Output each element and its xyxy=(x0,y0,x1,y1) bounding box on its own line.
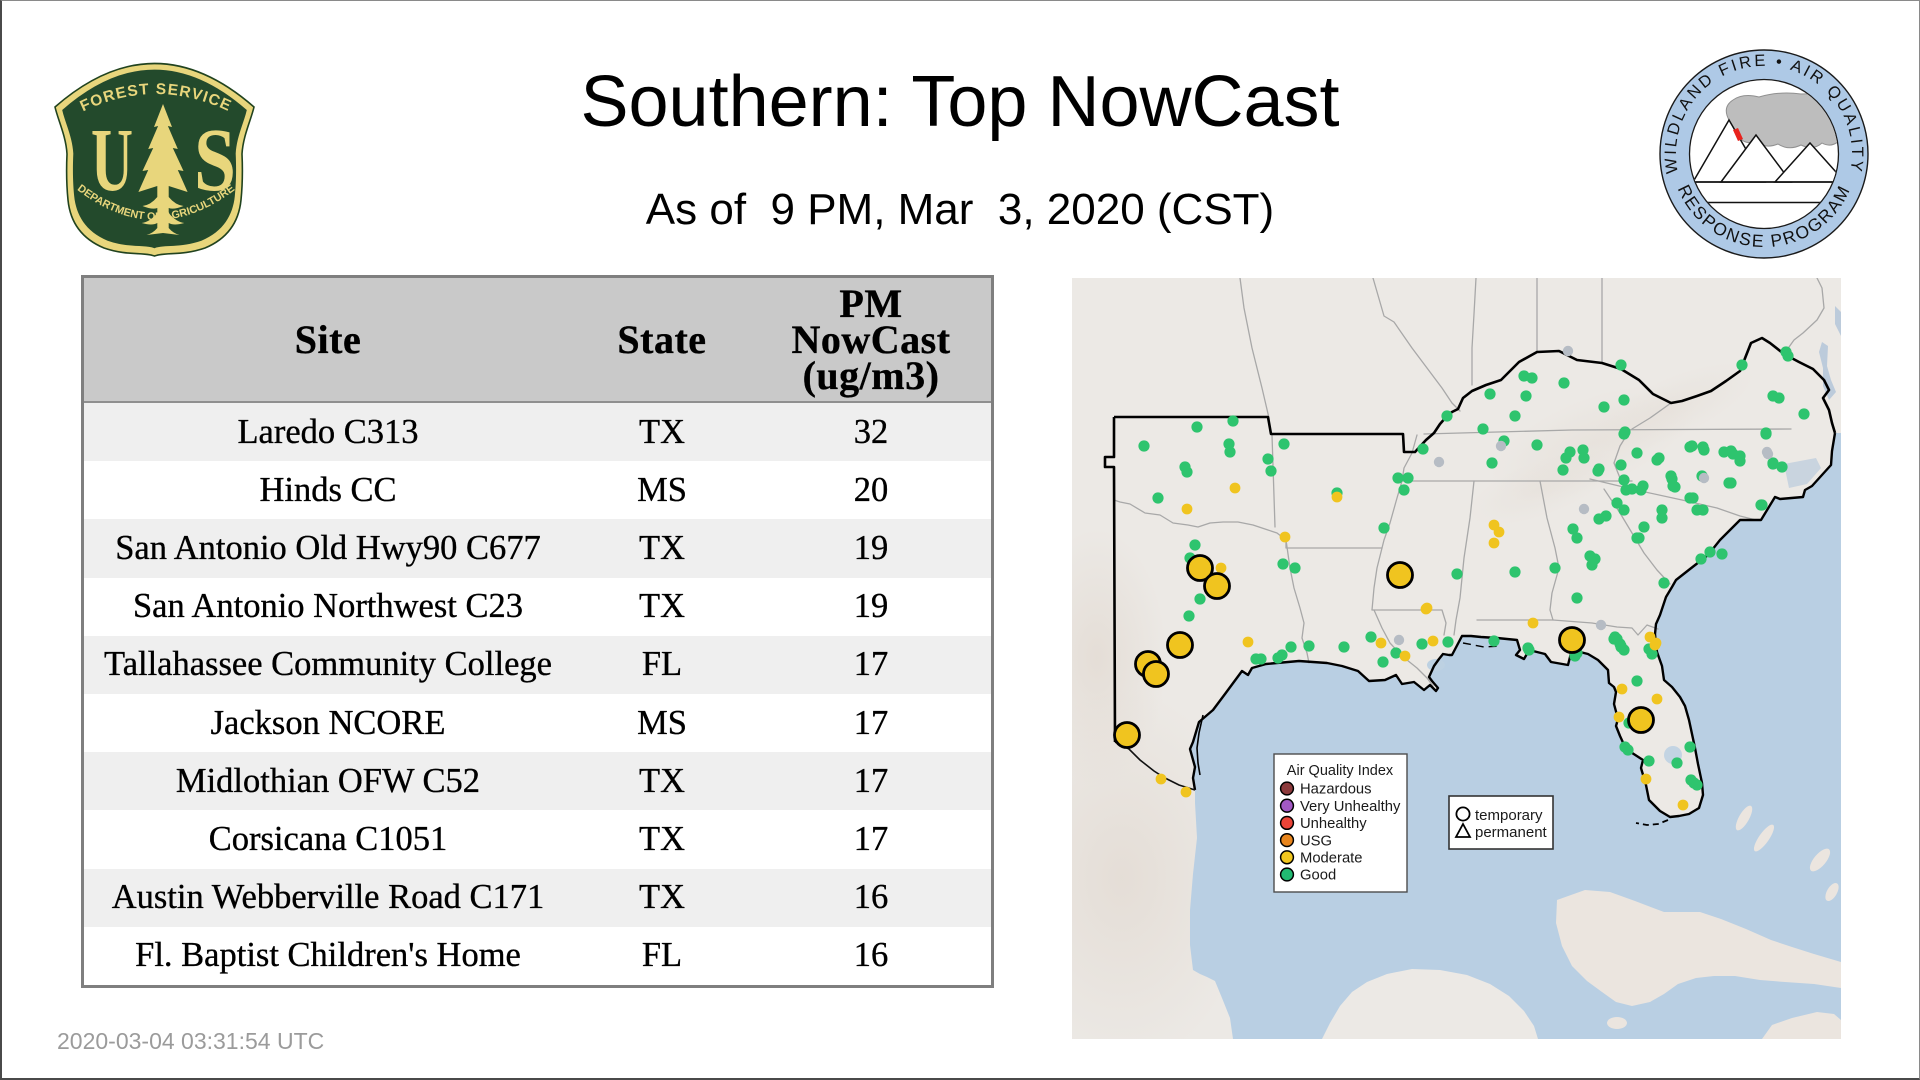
svg-text:Very Unhealthy: Very Unhealthy xyxy=(1300,799,1401,815)
svg-text:Moderate: Moderate xyxy=(1300,851,1363,867)
svg-text:temporary: temporary xyxy=(1475,807,1543,824)
svg-text:Unhealthy: Unhealthy xyxy=(1300,816,1367,832)
svg-text:U: U xyxy=(91,111,133,210)
svg-text:Good: Good xyxy=(1300,868,1336,884)
svg-text:USG: USG xyxy=(1300,833,1332,849)
svg-text:S: S xyxy=(194,111,236,210)
svg-text:Air Quality Index: Air Quality Index xyxy=(1287,763,1394,779)
svg-text:permanent: permanent xyxy=(1475,824,1548,841)
svg-text:Hazardous: Hazardous xyxy=(1300,782,1372,798)
